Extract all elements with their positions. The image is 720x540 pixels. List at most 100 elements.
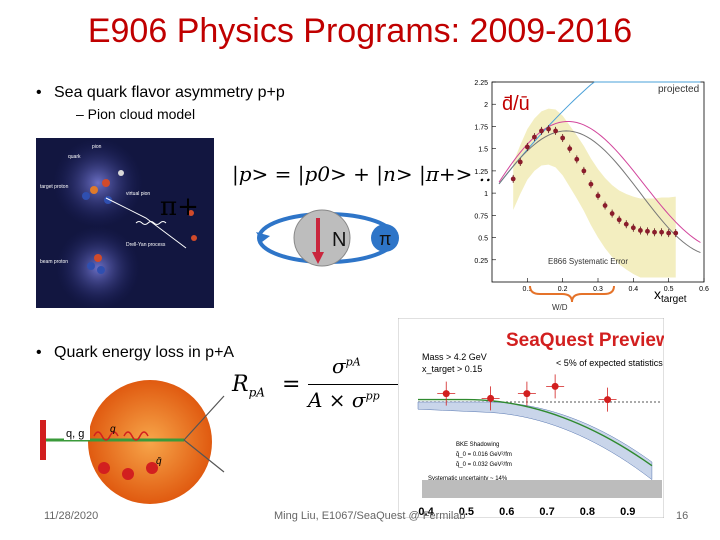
systematic-label: E866 Systematic Error bbox=[548, 257, 628, 266]
y-tick-label: 1.75 bbox=[474, 124, 488, 131]
legend-systematic: Systematic uncertainty ~ 14% bbox=[428, 476, 508, 482]
seaquest-title: SeaQuest Preview bbox=[506, 330, 664, 351]
data-point bbox=[574, 156, 580, 162]
y-tick-label: 2 bbox=[484, 102, 488, 109]
data-point bbox=[645, 228, 650, 234]
systematic-band bbox=[513, 108, 676, 278]
drell-yan-diagram: pion quark target proton virtual pion Dr… bbox=[36, 138, 214, 310]
rpa-den-sup: pp bbox=[365, 389, 380, 403]
x-axis-label-main: x bbox=[654, 286, 661, 302]
y-tick-label: 0.5 bbox=[478, 236, 488, 243]
data-point bbox=[609, 211, 615, 216]
y-axis-label: d̄/ū bbox=[502, 93, 530, 115]
data-point bbox=[630, 225, 636, 231]
rpa-num-sup: pA bbox=[345, 355, 361, 369]
x-tick-label: 0.3 bbox=[593, 286, 603, 293]
qg-label: q, g bbox=[66, 428, 84, 440]
pi-plus-symbol: π+ bbox=[160, 192, 199, 222]
qbar-label: q̄ bbox=[156, 456, 162, 467]
qg-label-bg bbox=[64, 426, 90, 440]
rpa-den-pre: A × σ bbox=[308, 388, 366, 412]
mrsr2-curve bbox=[498, 120, 701, 243]
x-tick-label: 0.2 bbox=[558, 286, 568, 293]
label-target-proton: target proton bbox=[40, 184, 69, 190]
rpa-numerator: σpA bbox=[332, 354, 361, 378]
x-tick-label: 0.1 bbox=[522, 286, 532, 293]
label-beam-proton: beam proton bbox=[40, 259, 68, 265]
shadowing-curve bbox=[418, 398, 653, 467]
slide-title: E906 Physics Programs: 2009-2016 bbox=[87, 12, 633, 50]
pion-label: π bbox=[379, 229, 391, 249]
y-tick-label: 1.25 bbox=[474, 169, 488, 176]
rpa-lhs-sub: pA bbox=[248, 385, 265, 400]
x-tick-label: 0.6 bbox=[499, 506, 514, 518]
x-tick-label: 0.5 bbox=[664, 286, 674, 293]
data-point bbox=[581, 168, 587, 174]
cteq6-curve bbox=[498, 130, 701, 254]
bullet-sea-quark-text: Sea quark flavor asymmetry p+p bbox=[54, 84, 285, 101]
data-point bbox=[532, 134, 537, 140]
label-quark: quark bbox=[68, 154, 81, 160]
seaquest-preview-chart: SeaQuest Preview Mass > 4.2 GeV x_target… bbox=[397, 317, 671, 519]
x-tick-label: 0.9 bbox=[620, 506, 635, 518]
y-tick-label: 1 bbox=[484, 191, 488, 198]
shadowing-band bbox=[417, 401, 653, 481]
data-point bbox=[517, 159, 523, 165]
dbar-ubar-chart: 0.25 0.5 0.75 1 1.25 1.5 1.75 2 2.25 0.1 0.2 0.3 0.4… bbox=[458, 76, 710, 312]
x-tick-label: 0.8 bbox=[580, 506, 595, 518]
rpa-equals: = bbox=[282, 372, 301, 397]
fraction-bar bbox=[308, 384, 398, 385]
y-tick-label: 0.75 bbox=[474, 213, 488, 220]
data-point bbox=[487, 394, 495, 402]
rpa-denominator: A × σpp bbox=[308, 388, 380, 412]
label-pion: pion bbox=[92, 144, 102, 150]
data-point bbox=[523, 390, 531, 398]
sub-bullet-pion-cloud: – Pion cloud model bbox=[76, 106, 196, 122]
x-tick-label: 0.5 bbox=[459, 506, 474, 518]
legend-mass: Mass > 4.2 GeV bbox=[422, 352, 487, 362]
x-tick-label: 0.4 bbox=[628, 286, 638, 293]
rpa-num-sigma: σ bbox=[332, 354, 346, 378]
rpa-lhs-r: R bbox=[232, 372, 249, 397]
data-point bbox=[442, 390, 450, 398]
footer-page-number: 16 bbox=[676, 510, 689, 522]
wd-brace bbox=[529, 285, 615, 303]
legend-q0-1: q̂_0 = 0.016 GeV²/fm bbox=[456, 452, 512, 458]
data-point bbox=[659, 229, 664, 235]
label-drell-yan: Drell-Yan process bbox=[126, 242, 166, 248]
q-label: q bbox=[110, 424, 116, 435]
y-tick-label: 1.5 bbox=[478, 147, 488, 154]
data-point bbox=[604, 396, 612, 404]
legend-stats: < 5% of expected statistics bbox=[556, 358, 663, 368]
x-tick-label: 0.6 bbox=[699, 286, 709, 293]
x-axis-label-sub: target bbox=[661, 294, 687, 305]
nucleon-label: N bbox=[332, 229, 346, 251]
data-point bbox=[551, 382, 559, 390]
bullet-energy-loss: • Quark energy loss in p+A bbox=[36, 344, 234, 362]
x-tick-label: 0.7 bbox=[539, 506, 554, 518]
y-tick-label: 0.25 bbox=[474, 258, 488, 265]
projected-label: projected bbox=[658, 84, 699, 95]
bullet-dot: • bbox=[36, 84, 42, 101]
x-tick-label: 0.4 bbox=[418, 506, 434, 518]
pion-cloud-graphic: N π bbox=[252, 202, 402, 274]
bullet-energy-loss-text: Quark energy loss in p+A bbox=[54, 344, 235, 361]
legend-shadowing: BKE Shadowing bbox=[456, 442, 499, 448]
data-point bbox=[602, 203, 608, 208]
y-tick-label: 2.25 bbox=[474, 80, 488, 87]
rpa-equation: RpA = σpA A × σpp bbox=[232, 354, 402, 418]
footer-date: 11/28/2020 bbox=[44, 510, 99, 522]
legend-xtarget: x_target > 0.15 bbox=[422, 364, 482, 374]
data-point bbox=[638, 228, 643, 233]
data-point bbox=[510, 176, 516, 182]
x-axis-label: xtarget bbox=[654, 286, 687, 305]
legend-q0-2: q̂_0 = 0.032 GeV²/fm bbox=[456, 462, 512, 468]
data-point bbox=[567, 146, 573, 152]
data-point bbox=[623, 221, 629, 227]
data-point bbox=[539, 128, 544, 134]
label-virtual-pion: virtual pion bbox=[126, 191, 150, 197]
cteq4m-curve bbox=[498, 81, 701, 185]
data-point bbox=[666, 230, 672, 236]
systematic-uncertainty-bar bbox=[422, 480, 662, 498]
data-point bbox=[524, 144, 530, 150]
